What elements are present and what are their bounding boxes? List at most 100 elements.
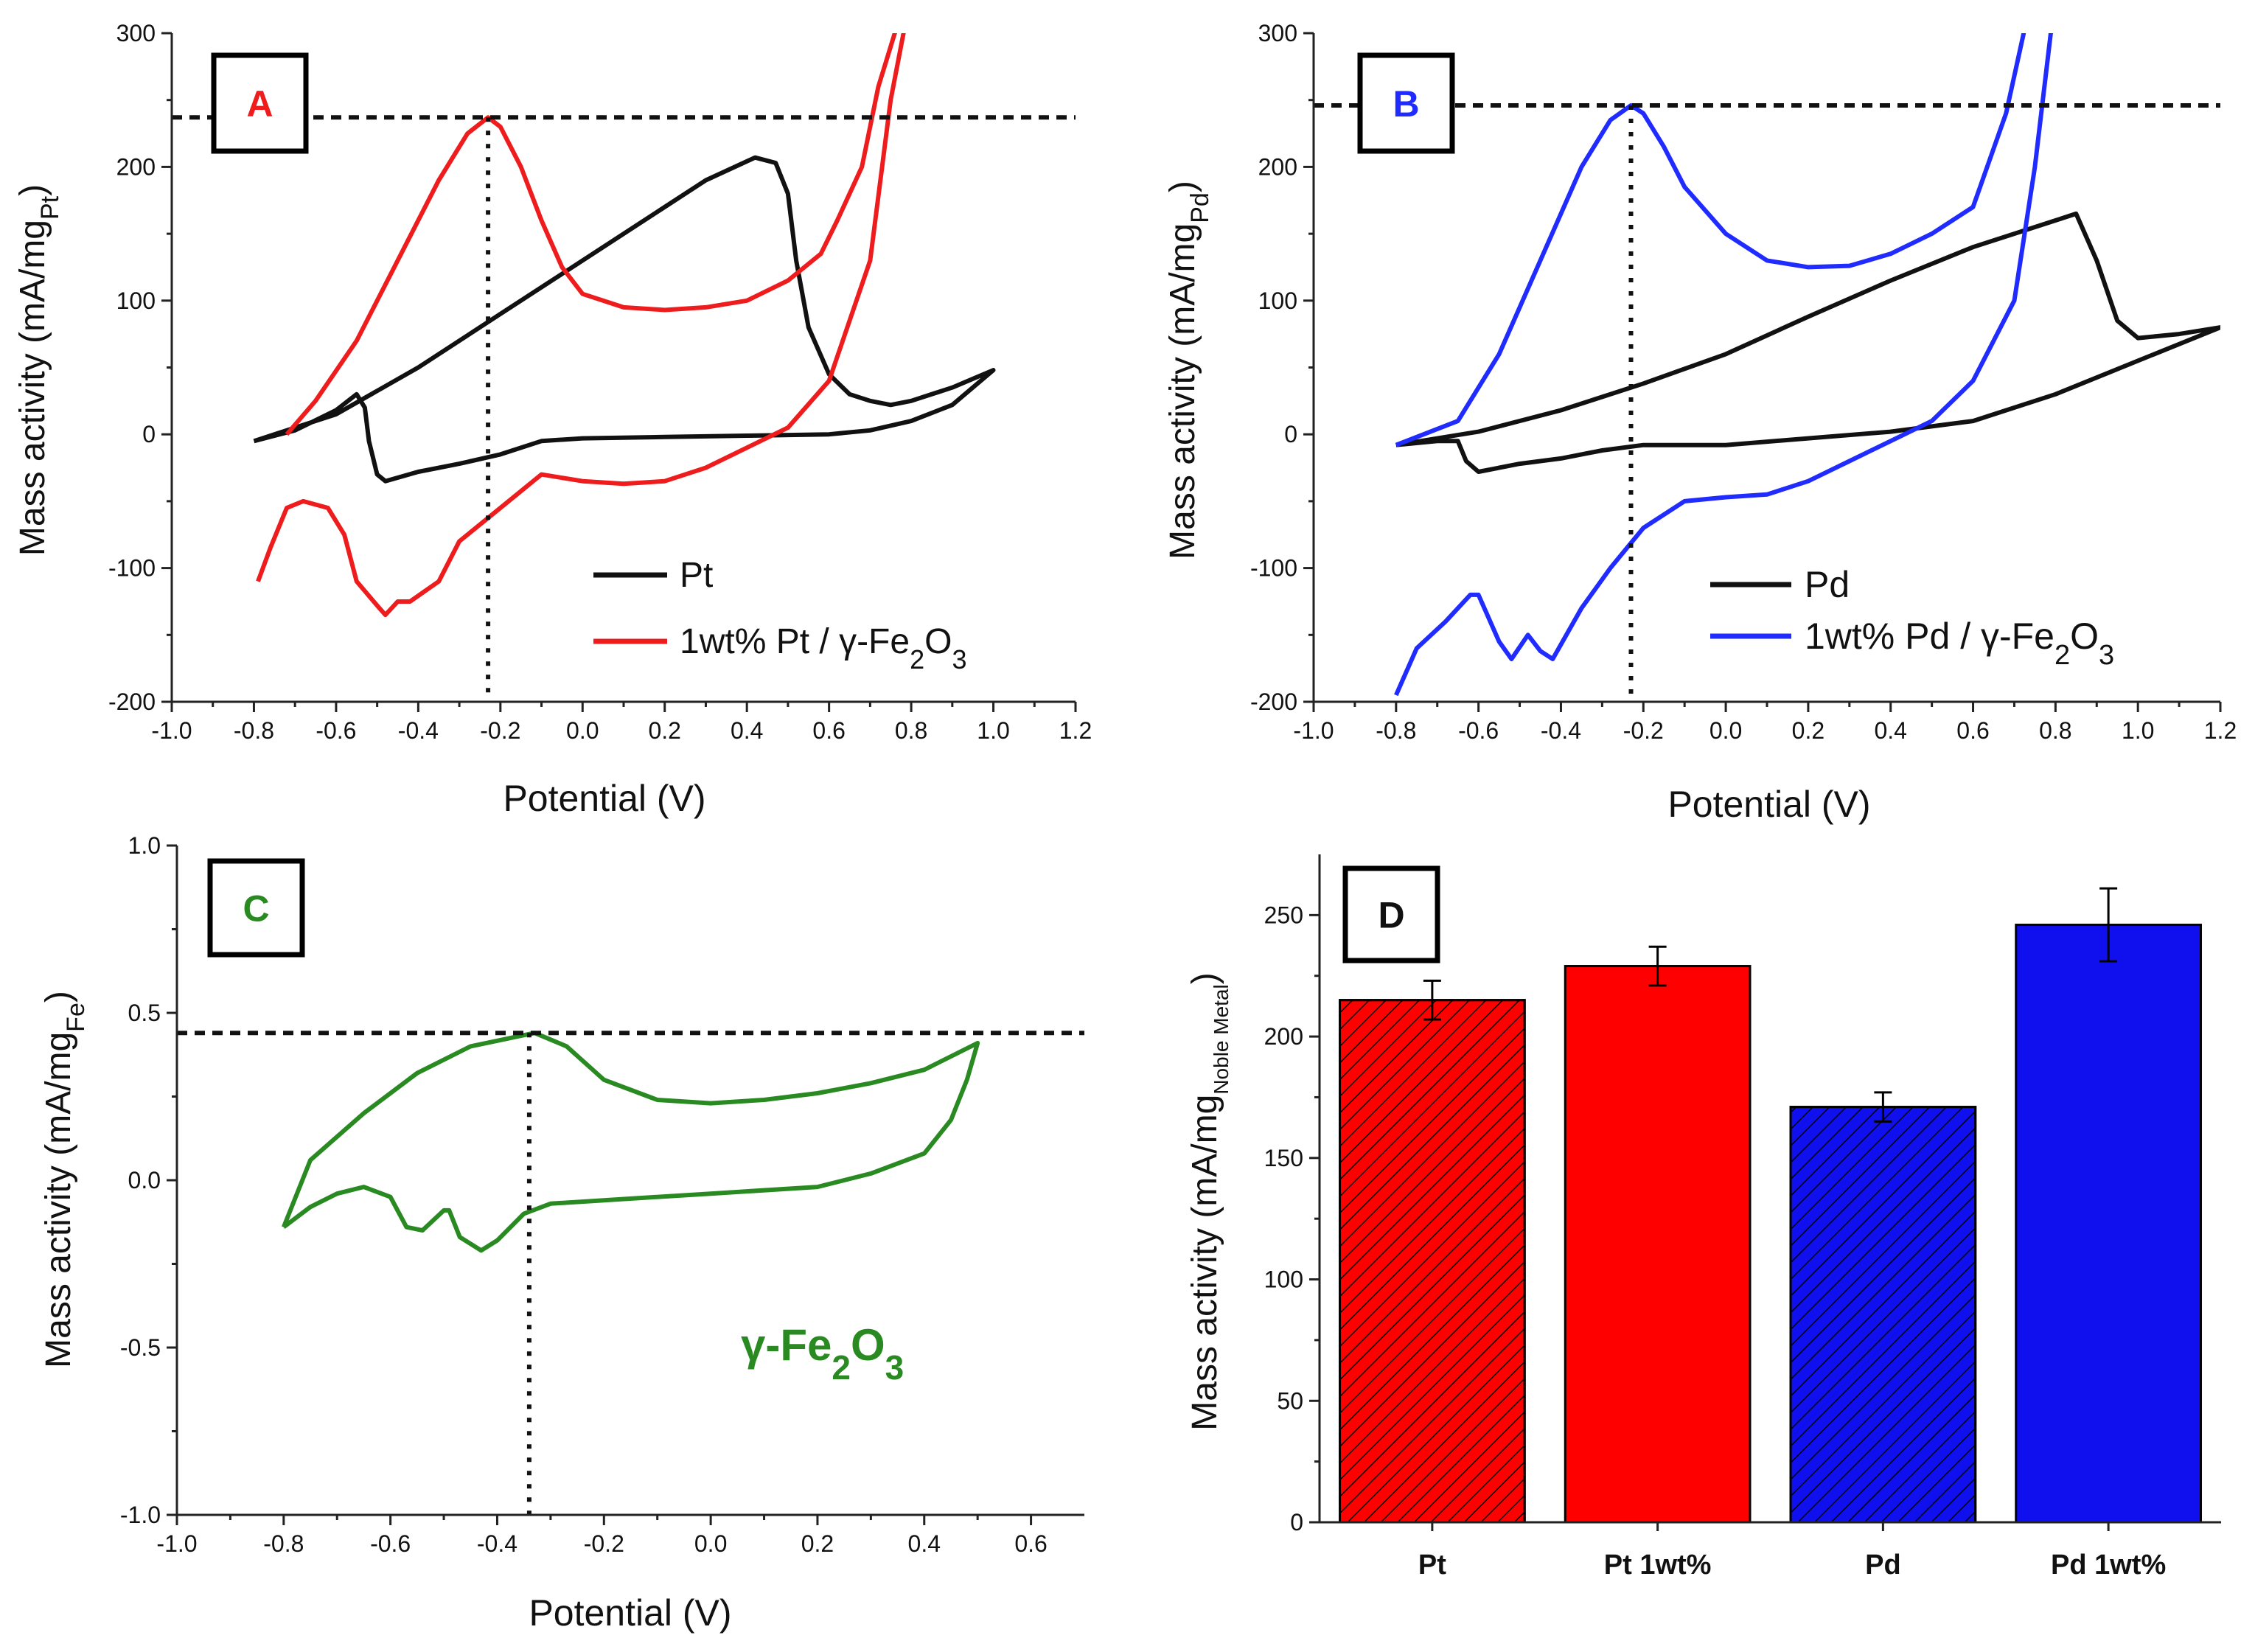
panel-d-ytick-label: 250 (1264, 902, 1303, 928)
panel-c-annotation: γ-Fe2O3 (741, 1320, 904, 1387)
panel-a-legend-fe-sub2: 3 (952, 644, 966, 675)
panel-b-xtick-label: -0.6 (1458, 717, 1499, 744)
svg-text:Mass activity (mA/mgPd): Mass activity (mA/mgPd) (1163, 181, 1214, 560)
panel-c-xtick-label: -0.2 (584, 1530, 624, 1557)
panel-b-xtick-label: -0.8 (1376, 717, 1416, 744)
panel-a-ytick-label: 100 (116, 287, 156, 314)
panel-a-legend-fe-sub1: 2 (910, 644, 924, 675)
panel-a-label: A (246, 83, 273, 125)
panel-b-ytick-label: -200 (1250, 689, 1297, 715)
panel-b-legend: Pd 1wt% Pd / γ-Fe2O3 (1710, 564, 2114, 671)
svg-text:Mass activity (mA/mgNoble Meta: Mass activity (mA/mgNoble Metal) (1185, 972, 1233, 1430)
panel-a-xtick-label: 0.8 (895, 717, 927, 744)
panel-c-xtick-label: 0.4 (908, 1530, 941, 1557)
panel-c-chart: Mass activity (mA/mgFe) Potential (V) γ-… (39, 832, 1084, 1634)
panel-d-bar-hatch (1789, 1106, 1977, 1524)
panel-a-chart: Mass activity (mA/mgPt) Potential (V) Pt… (13, 20, 1092, 819)
panel-b-legend-label-pd: Pd (1805, 564, 1850, 605)
panel-b-xtick-label: 1.2 (2204, 717, 2237, 744)
panel-c-xtick-label: -1.0 (156, 1530, 197, 1557)
panel-a-ytick-label: -200 (108, 689, 156, 715)
panel-c-ytick-label: -0.5 (120, 1334, 161, 1361)
panel-d-ylabel-sub: Noble Metal (1210, 984, 1233, 1094)
panel-a-xtick-label: 0.0 (566, 717, 599, 744)
panel-d-ylabel-prefix: Mass activity (mA/mg (1185, 1095, 1224, 1431)
panel-c-annotation-prefix: γ-Fe (741, 1320, 832, 1370)
panel-a-xtick-label: -0.4 (398, 717, 439, 744)
panel-a-xtick-label: -0.8 (234, 717, 274, 744)
panel-a-xlabel: Potential (V) (503, 778, 705, 819)
panel-a-ylabel: Mass activity (mA/mgPt) (13, 184, 64, 556)
panel-a-legend-fe-mid: O (924, 622, 952, 661)
panel-a-legend-fe-prefix: 1wt% Pt / γ-Fe (680, 622, 910, 661)
panel-c-annotation-sub2: 3 (885, 1348, 905, 1387)
panel-b-legend-fe-prefix: 1wt% Pd / γ-Fe (1805, 616, 2054, 657)
panel-b-ytick-label: 0 (1284, 421, 1297, 447)
panel-a-xtick-label: 1.2 (1059, 717, 1092, 744)
panel-d-category-label: Pt 1wt% (1604, 1550, 1712, 1580)
panel-c-xtick-label: -0.6 (370, 1530, 411, 1557)
panel-d-bar (1564, 965, 1752, 1524)
panel-b-xlabel: Potential (V) (1667, 784, 1870, 825)
panel-b-ytick-label: 200 (1258, 153, 1297, 180)
panel-c-label: C (243, 888, 269, 930)
panel-a-legend-label-pt: Pt (680, 556, 713, 595)
panel-d-label: D (1378, 895, 1404, 936)
panel-b-series-0 (1395, 211, 2220, 474)
panel-c-xtick-label: 0.2 (801, 1530, 834, 1557)
panel-b-legend-fe-sub2: 3 (2099, 640, 2114, 671)
panel-a-xtick-label: 1.0 (977, 717, 1009, 744)
panel-b-xtick-label: 0.0 (1709, 717, 1742, 744)
panel-a-ylabel-suffix: ) (13, 184, 52, 196)
panel-c-xtick-label: 0.6 (1014, 1530, 1047, 1557)
panel-a-xtick-label: -0.6 (316, 717, 356, 744)
panel-c-xtick-label: -0.4 (477, 1530, 517, 1557)
panel-b-series-1 (1394, 33, 2053, 697)
panel-a-xtick-label: 0.4 (731, 717, 763, 744)
panel-c-annotation-mid: O (851, 1320, 885, 1370)
panel-d-chart: Mass activity (mA/mgNoble Metal) Pt Pt 1w… (1185, 854, 2221, 1580)
panel-b-xtick-label: 0.2 (1792, 717, 1824, 744)
panel-b-ytick-label: -100 (1250, 555, 1297, 582)
panel-b-ylabel-prefix: Mass activity (mA/mg (1163, 223, 1202, 560)
panel-d-ytick-label: 50 (1277, 1387, 1303, 1414)
panel-c-ytick-label: 0.5 (128, 1000, 161, 1026)
panel-b-xtick-label: -0.2 (1623, 717, 1664, 744)
panel-b-xtick-label: 0.8 (2039, 717, 2071, 744)
panel-a-ylabel-prefix: Mass activity (mA/mg (13, 220, 52, 556)
panel-b-chart: Mass activity (mA/mgPd) Potential (V) Pd… (1163, 20, 2237, 825)
panel-d-ytick-label: 200 (1264, 1023, 1303, 1050)
panel-c-ytick-label: -1.0 (120, 1502, 161, 1528)
panel-c-ylabel-prefix: Mass activity (mA/mg (39, 1032, 78, 1368)
panel-a-ytick-label: 200 (116, 153, 156, 180)
panel-c-ylabel: Mass activity (mA/mgFe) (39, 991, 90, 1368)
panel-a-series-0 (253, 155, 996, 484)
panel-b-legend-fe-mid: O (2070, 616, 2099, 657)
panel-a-label-box (211, 52, 309, 154)
panel-d-ytick-label: 150 (1264, 1145, 1303, 1171)
panel-c-xtick-label: -0.8 (263, 1530, 304, 1557)
panel-a-xtick-label: -1.0 (151, 717, 192, 744)
panel-d-category-label: Pd (1865, 1550, 1901, 1580)
panel-b-legend-label-fe: 1wt% Pd / γ-Fe2O3 (1805, 616, 2114, 671)
panel-c-series-0 (282, 1031, 980, 1253)
panel-d-ytick-label: 100 (1264, 1266, 1303, 1293)
panel-a-xtick-label: 0.2 (648, 717, 680, 744)
panel-b-xtick-label: 0.6 (1956, 717, 1989, 744)
panel-d-label-box (1342, 865, 1440, 963)
panel-b-ytick-label: 100 (1258, 287, 1297, 314)
panel-a-ytick-label: -100 (108, 555, 156, 582)
panel-b-xtick-label: -0.4 (1541, 717, 1581, 744)
panel-b-label-box (1357, 52, 1455, 154)
panel-b-ylabel: Mass activity (mA/mgPd) (1163, 181, 1214, 560)
panel-b-label: B (1393, 83, 1419, 125)
panel-d-bar (2015, 924, 2202, 1524)
panel-a-xtick-label: 0.6 (812, 717, 845, 744)
panel-c-label-box (207, 858, 305, 958)
panel-b-xtick-label: 0.4 (1874, 717, 1906, 744)
panel-c-xlabel: Potential (V) (529, 1592, 731, 1634)
panel-b-ylabel-suffix: ) (1163, 181, 1202, 192)
panel-c-xtick-label: 0.0 (694, 1530, 727, 1557)
panel-a-legend: Pt 1wt% Pt / γ-Fe2O3 (593, 556, 966, 675)
panel-d-bar-hatch (1339, 999, 1526, 1524)
